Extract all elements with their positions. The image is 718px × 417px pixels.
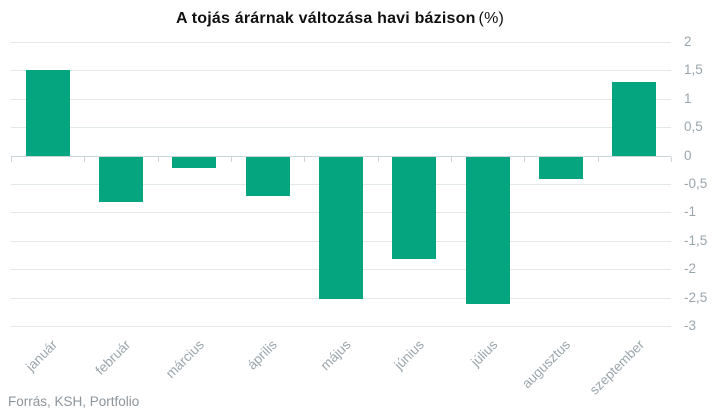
- x-axis-label: január: [23, 337, 61, 375]
- x-axis-tick-mark: [671, 156, 672, 162]
- chart-title-main: A tojás árárnak változása havi bázison: [175, 10, 476, 27]
- x-axis-tick-mark: [84, 156, 86, 162]
- bar-szeptember[interactable]: [612, 81, 657, 156]
- zero-gridline: [11, 155, 671, 157]
- bar-június[interactable]: [392, 156, 437, 259]
- chart-title-unit: (%): [478, 10, 505, 27]
- x-axis-label: augusztus: [519, 337, 574, 392]
- x-axis-label: szeptember: [586, 337, 647, 398]
- x-axis-tick-mark: [231, 156, 232, 162]
- bar-augusztus[interactable]: [539, 156, 583, 180]
- y-axis-tick-label: 0,5: [684, 119, 703, 135]
- x-axis-tick-mark: [304, 156, 306, 162]
- gridline: [11, 70, 671, 72]
- y-axis-tick-label: -1: [684, 204, 697, 220]
- bar-május[interactable]: [319, 156, 363, 299]
- bar-február[interactable]: [99, 156, 143, 203]
- chart-title: A tojás árárnak változása havi bázison (%…: [0, 10, 680, 28]
- bar-január[interactable]: [25, 70, 70, 156]
- x-axis-label: május: [317, 337, 354, 374]
- gridline: [11, 42, 671, 43]
- y-axis-tick-label: 2: [684, 34, 692, 49]
- bar-március[interactable]: [172, 156, 217, 168]
- x-axis-label: március: [162, 337, 207, 382]
- x-axis-tick-mark: [157, 156, 159, 162]
- x-axis-tick-mark: [524, 156, 526, 162]
- x-axis-tick-mark: [377, 156, 379, 162]
- y-axis-tick-label: -0,5: [684, 176, 708, 191]
- x-axis-tick-mark: [451, 156, 452, 162]
- y-axis-tick-label: 1,5: [684, 62, 703, 78]
- x-axis-label: június: [391, 337, 427, 373]
- plot-area: 2 1,5 1 0,5 0 -0,5 -1 -1,5 -2 -2,5 -3 január február…: [11, 34, 707, 397]
- gridline: [11, 98, 671, 100]
- x-axis-label: július: [467, 337, 501, 370]
- y-axis-tick-label: -1,5: [684, 232, 708, 248]
- y-axis-tick-label: -2,5: [684, 289, 708, 305]
- x-axis-label: február: [92, 337, 134, 378]
- y-axis-tick-label: -3: [684, 318, 697, 333]
- gridline: [11, 326, 671, 327]
- gridline: [11, 127, 671, 129]
- x-axis-tick-mark: [597, 156, 599, 162]
- bar-április[interactable]: [245, 156, 290, 197]
- y-axis-tick-label: -2: [684, 261, 697, 277]
- source-note: Forrás, KSH, Portfolio: [8, 394, 140, 409]
- y-axis-tick-label: 0: [684, 147, 692, 163]
- y-axis-tick-label: 1: [684, 90, 692, 106]
- x-axis-tick-mark: [11, 156, 12, 162]
- bar-július[interactable]: [465, 156, 510, 305]
- x-axis-label: április: [244, 337, 281, 373]
